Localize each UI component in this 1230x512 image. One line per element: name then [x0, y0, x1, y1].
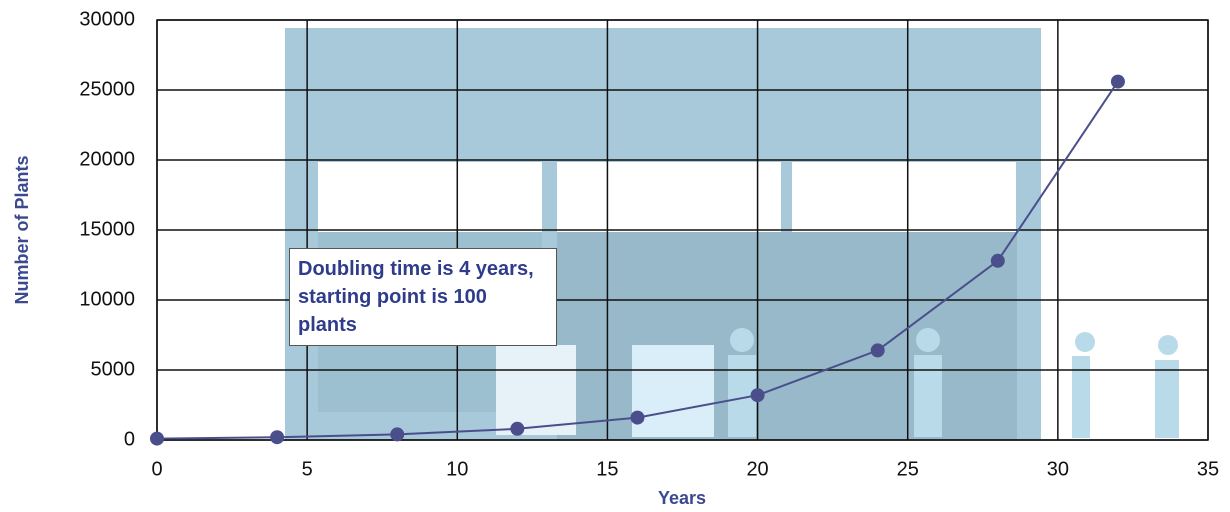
data-point — [510, 421, 525, 436]
y-axis-title: Number of Plants — [12, 155, 32, 304]
data-point — [990, 253, 1005, 268]
x-tick-label: 5 — [302, 458, 313, 480]
y-tick-label: 30000 — [79, 8, 135, 30]
y-tick-label: 15000 — [79, 218, 135, 240]
y-tick-label: 0 — [124, 428, 135, 450]
data-point — [1110, 74, 1125, 89]
y-tick-label: 5000 — [91, 358, 136, 380]
data-point — [390, 427, 405, 442]
y-tick-label: 10000 — [79, 288, 135, 310]
data-point — [750, 388, 765, 403]
y-tick-label: 25000 — [79, 78, 135, 100]
annotation: Doubling time is 4 years, starting point… — [289, 248, 557, 346]
x-tick-label: 0 — [151, 458, 162, 480]
data-point — [270, 430, 285, 445]
x-tick-label: 30 — [1047, 458, 1069, 480]
data-point — [630, 410, 645, 425]
x-tick-label: 20 — [746, 458, 768, 480]
x-tick-label: 15 — [596, 458, 618, 480]
x-tick-label: 10 — [446, 458, 468, 480]
x-tick-label: 25 — [897, 458, 919, 480]
data-point — [870, 343, 885, 358]
y-tick-label: 20000 — [79, 148, 135, 170]
x-axis-title: Years — [658, 488, 706, 508]
data-point — [150, 431, 164, 446]
x-tick-label: 35 — [1197, 458, 1219, 480]
